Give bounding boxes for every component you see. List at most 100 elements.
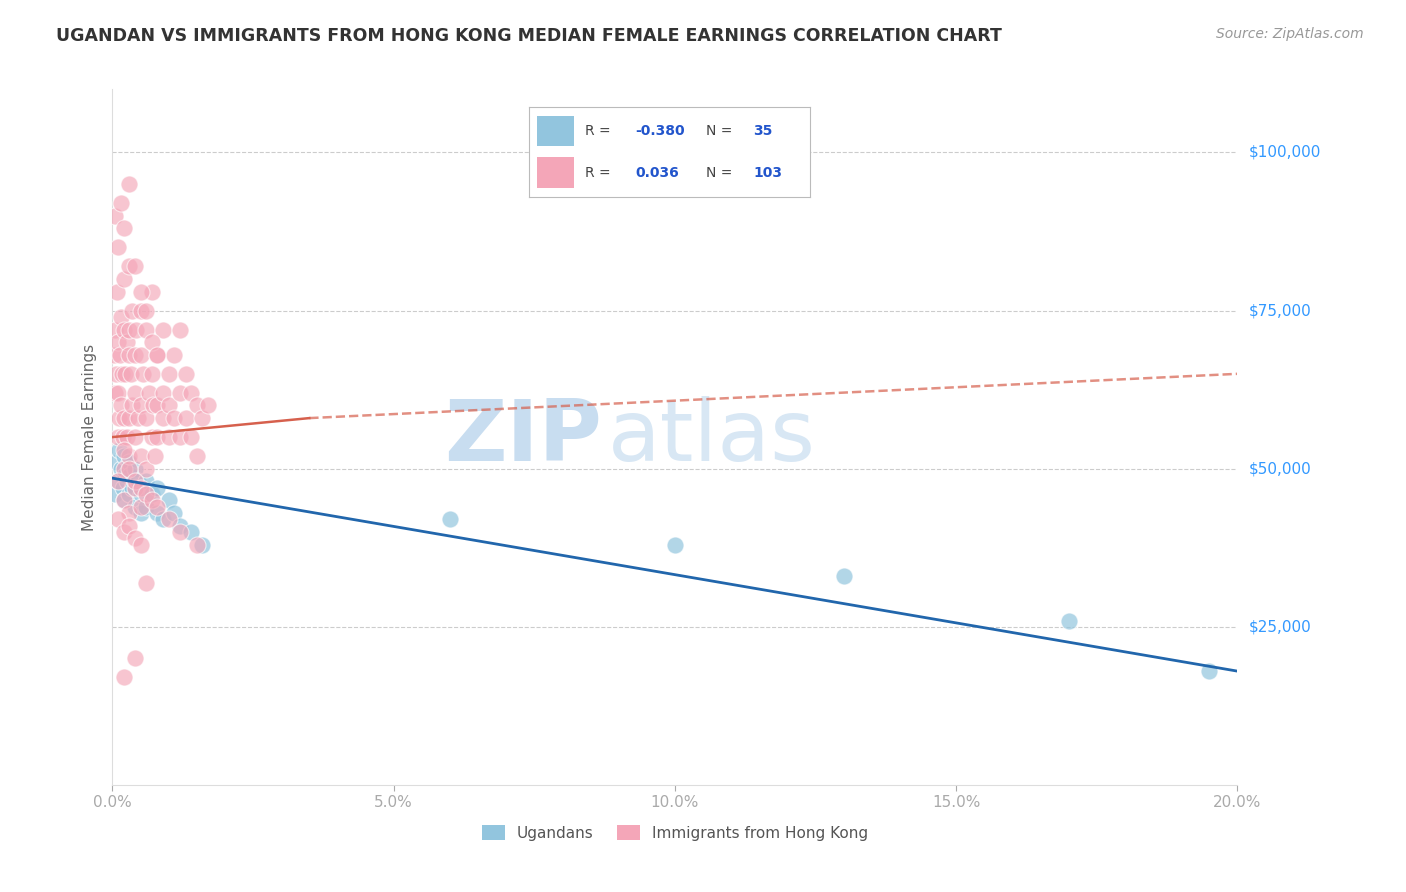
Point bbox=[112, 272, 135, 286]
Point bbox=[163, 506, 186, 520]
Point bbox=[125, 322, 148, 336]
Point bbox=[124, 531, 146, 545]
Point bbox=[129, 538, 152, 552]
Point bbox=[124, 260, 146, 274]
Point bbox=[141, 430, 163, 444]
Point bbox=[129, 348, 152, 362]
Point bbox=[129, 285, 152, 299]
Point bbox=[103, 348, 125, 362]
Point bbox=[146, 348, 169, 362]
Point bbox=[664, 538, 686, 552]
Point bbox=[135, 487, 157, 501]
Point bbox=[112, 411, 135, 425]
Point bbox=[124, 651, 146, 665]
Point bbox=[104, 487, 127, 501]
Point bbox=[180, 430, 202, 444]
Point bbox=[112, 442, 135, 457]
Point bbox=[157, 512, 180, 526]
Point bbox=[111, 367, 134, 381]
Point bbox=[107, 335, 129, 350]
Point bbox=[124, 481, 146, 495]
Point bbox=[111, 481, 134, 495]
Point bbox=[118, 322, 141, 336]
Point bbox=[143, 449, 166, 463]
Point bbox=[120, 468, 142, 483]
Point bbox=[832, 569, 855, 583]
Point bbox=[191, 538, 214, 552]
Point bbox=[141, 285, 163, 299]
Point bbox=[142, 399, 165, 413]
Point bbox=[108, 442, 131, 457]
Text: Source: ZipAtlas.com: Source: ZipAtlas.com bbox=[1216, 27, 1364, 41]
Point bbox=[135, 411, 157, 425]
Point bbox=[118, 518, 141, 533]
Point bbox=[174, 367, 197, 381]
Text: $100,000: $100,000 bbox=[1249, 145, 1320, 160]
Point bbox=[107, 385, 129, 400]
Point bbox=[141, 487, 163, 501]
Point bbox=[114, 367, 136, 381]
Point bbox=[110, 399, 132, 413]
Point bbox=[135, 475, 157, 489]
Point bbox=[108, 348, 131, 362]
Point bbox=[104, 209, 127, 223]
Point bbox=[132, 367, 155, 381]
Point bbox=[112, 493, 135, 508]
Y-axis label: Median Female Earnings: Median Female Earnings bbox=[82, 343, 97, 531]
Point bbox=[146, 348, 169, 362]
Point bbox=[129, 303, 152, 318]
Point bbox=[157, 493, 180, 508]
Point bbox=[180, 385, 202, 400]
Point bbox=[107, 475, 129, 489]
Point bbox=[112, 449, 135, 463]
Point bbox=[129, 449, 152, 463]
Point bbox=[135, 322, 157, 336]
Point bbox=[127, 475, 149, 489]
Point bbox=[180, 524, 202, 539]
Point bbox=[152, 411, 174, 425]
Point bbox=[104, 322, 127, 336]
Point bbox=[129, 399, 152, 413]
Point bbox=[127, 411, 149, 425]
Point bbox=[110, 196, 132, 211]
Point bbox=[124, 430, 146, 444]
Point bbox=[115, 430, 138, 444]
Point bbox=[152, 322, 174, 336]
Point bbox=[186, 449, 208, 463]
Point bbox=[197, 399, 219, 413]
Point bbox=[135, 303, 157, 318]
Point bbox=[169, 385, 191, 400]
Point bbox=[110, 310, 132, 324]
Point bbox=[146, 399, 169, 413]
Point bbox=[135, 461, 157, 475]
Point bbox=[107, 512, 129, 526]
Point bbox=[112, 322, 135, 336]
Point bbox=[157, 399, 180, 413]
Point bbox=[186, 399, 208, 413]
Text: $25,000: $25,000 bbox=[1249, 619, 1312, 634]
Point bbox=[121, 481, 143, 495]
Point bbox=[157, 430, 180, 444]
Point bbox=[104, 385, 127, 400]
Point bbox=[118, 487, 141, 501]
Point bbox=[105, 285, 128, 299]
Point bbox=[169, 518, 191, 533]
Point bbox=[105, 367, 128, 381]
Point bbox=[141, 367, 163, 381]
Text: atlas: atlas bbox=[607, 395, 815, 479]
Point bbox=[1198, 664, 1220, 678]
Point bbox=[186, 538, 208, 552]
Point bbox=[169, 524, 191, 539]
Point bbox=[141, 335, 163, 350]
Point bbox=[118, 260, 141, 274]
Point bbox=[129, 500, 152, 514]
Point bbox=[1057, 614, 1080, 628]
Point bbox=[124, 475, 146, 489]
Point bbox=[124, 500, 146, 514]
Point bbox=[121, 303, 143, 318]
Point bbox=[124, 461, 146, 475]
Point bbox=[112, 670, 135, 684]
Point bbox=[191, 411, 214, 425]
Point bbox=[163, 411, 186, 425]
Point bbox=[120, 367, 142, 381]
